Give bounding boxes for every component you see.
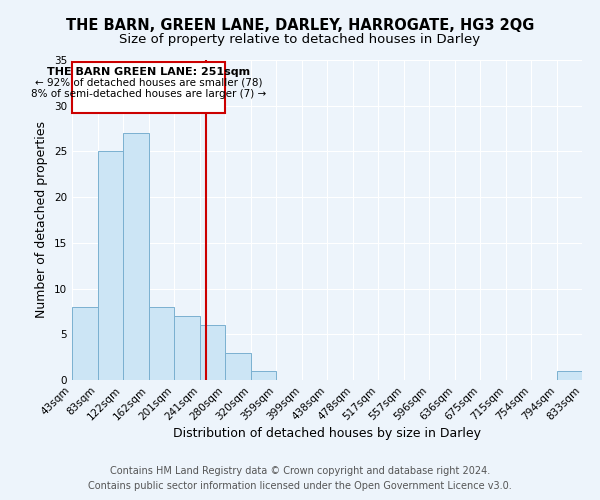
Text: Size of property relative to detached houses in Darley: Size of property relative to detached ho… <box>119 32 481 46</box>
Bar <box>200 325 225 380</box>
Bar <box>98 152 123 380</box>
X-axis label: Distribution of detached houses by size in Darley: Distribution of detached houses by size … <box>173 428 481 440</box>
Text: THE BARN, GREEN LANE, DARLEY, HARROGATE, HG3 2QG: THE BARN, GREEN LANE, DARLEY, HARROGATE,… <box>66 18 534 32</box>
Bar <box>123 133 149 380</box>
FancyBboxPatch shape <box>72 62 225 113</box>
Bar <box>72 307 98 380</box>
Text: Contains HM Land Registry data © Crown copyright and database right 2024.
Contai: Contains HM Land Registry data © Crown c… <box>88 466 512 491</box>
Text: 8% of semi-detached houses are larger (7) →: 8% of semi-detached houses are larger (7… <box>31 90 266 100</box>
Bar <box>557 371 582 380</box>
Bar <box>225 352 251 380</box>
Text: ← 92% of detached houses are smaller (78): ← 92% of detached houses are smaller (78… <box>35 78 262 88</box>
Bar <box>251 371 276 380</box>
Text: THE BARN GREEN LANE: 251sqm: THE BARN GREEN LANE: 251sqm <box>47 67 250 77</box>
Bar <box>149 307 174 380</box>
Y-axis label: Number of detached properties: Number of detached properties <box>35 122 49 318</box>
Bar <box>174 316 200 380</box>
